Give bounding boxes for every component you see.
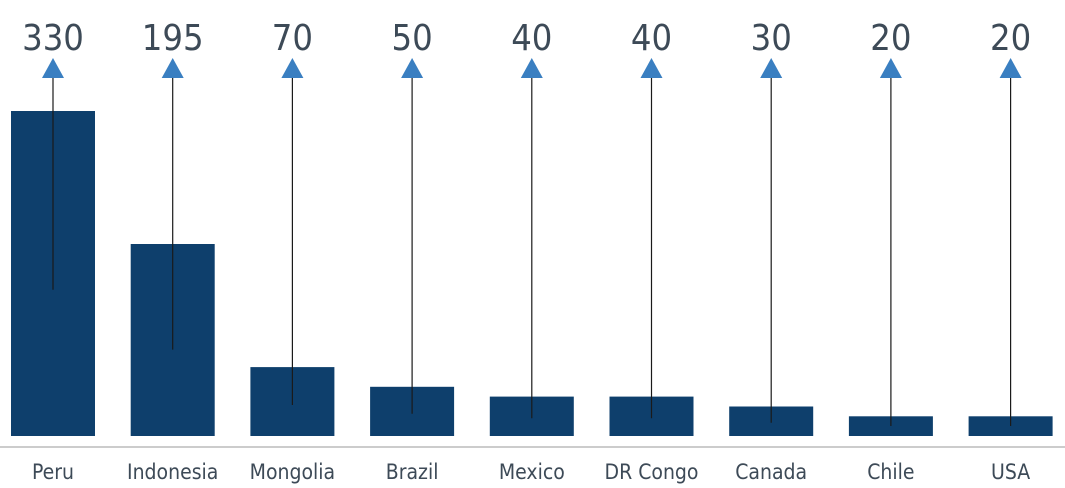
value-label: 20 [870,18,911,59]
category-label: USA [991,460,1030,484]
value-label: 30 [751,18,792,59]
bar [968,416,1053,436]
category-label: Mexico [499,460,565,484]
pointers-layer [42,58,1022,426]
category-label: Canada [735,460,807,484]
value-label: 70 [272,18,313,59]
value-label: 40 [631,18,672,59]
category-label: Indonesia [127,460,218,484]
arrow-up-icon [42,58,64,78]
value-label: 195 [142,18,204,59]
arrow-up-icon [999,58,1022,78]
arrow-up-icon [281,58,304,78]
category-label: Peru [32,460,74,484]
arrow-up-icon [879,58,902,78]
category-label: Chile [867,460,914,484]
labels-layer: 330 Peru 195 Indonesia 70 Mongolia 50 Brazil 40 M… [22,18,1031,484]
value-label: 50 [391,18,432,59]
value-label: 330 [22,18,84,59]
category-label: Mongolia [250,460,335,484]
arrow-up-icon [640,58,663,78]
category-label: Brazil [386,460,439,484]
value-label: 20 [990,18,1031,59]
category-label: DR Congo [605,460,699,484]
arrow-up-icon [401,58,424,78]
arrow-up-icon [161,58,184,78]
arrow-up-icon [760,58,783,78]
bar [848,416,933,436]
value-label: 40 [511,18,552,59]
arrow-up-icon [520,58,543,78]
